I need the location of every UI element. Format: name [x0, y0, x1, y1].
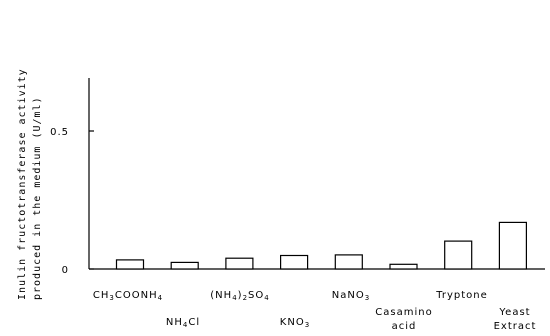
x-tick-label: NaNO3 [332, 290, 370, 302]
y-axis-label-line-1: Inulin fructotransferase activity [17, 68, 28, 300]
x-tick-labels: CH3COONH4 NH4Cl (NH4)2SO4 KNO3 NaNO3 Casamino… [93, 290, 537, 332]
y-ticks: 00.5 [50, 127, 94, 276]
y-axis-label: Inulin fructotransferase activity produc… [17, 68, 43, 300]
y-tick-label: 0 [62, 265, 69, 276]
x-tick-label: Yeast [498, 307, 530, 318]
x-tick-label: Casamino [375, 307, 432, 318]
bar [115, 259, 145, 270]
bar [498, 221, 527, 270]
x-tick-label: KNO3 [280, 317, 310, 329]
bar [389, 263, 418, 270]
x-tick-label: acid [392, 321, 417, 332]
bar [225, 257, 254, 270]
bar [280, 254, 309, 270]
y-axis-label-line-2: produced in the medium (U/ml) [32, 96, 43, 300]
bar [444, 240, 473, 270]
y-tick-label: 0.5 [50, 127, 69, 138]
bar [334, 254, 363, 270]
x-tick-label: NH4Cl [166, 317, 200, 329]
x-tick-label: (NH4)2SO4 [210, 290, 269, 302]
x-tick-label: Extract [494, 321, 537, 332]
x-tick-label: CH3COONH4 [93, 290, 163, 302]
bars [115, 221, 527, 270]
bar [170, 261, 199, 270]
x-tick-label: Tryptone [435, 290, 488, 301]
